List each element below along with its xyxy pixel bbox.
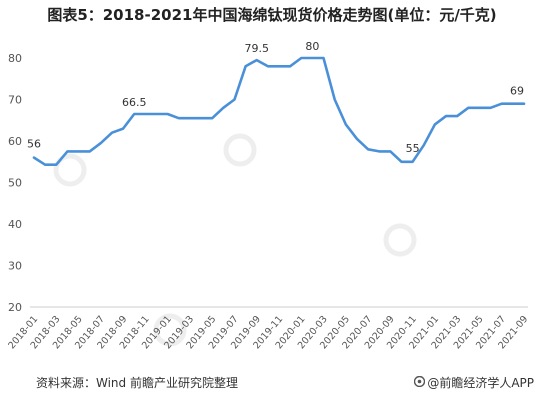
data-point [356, 138, 358, 140]
data-point [111, 132, 113, 134]
data-point [189, 117, 191, 119]
watermark-logo-icon [53, 153, 87, 187]
data-label: 69 [510, 85, 524, 98]
chart-title: 图表5：2018-2021年中国海绵钛现货价格走势图(单位：元/千克) [47, 6, 497, 24]
data-point [166, 113, 168, 115]
y-tick-label: 70 [8, 94, 22, 107]
y-tick-label: 50 [8, 177, 22, 190]
data-point [378, 150, 380, 152]
y-tick-label: 30 [8, 260, 22, 273]
data-point [88, 150, 90, 152]
data-point [478, 107, 480, 109]
data-point [55, 163, 57, 165]
data-point [278, 65, 280, 67]
data-point [400, 161, 402, 163]
data-point [100, 142, 102, 144]
data-point [411, 161, 413, 163]
data-point [434, 123, 436, 125]
data-point [133, 113, 135, 115]
watermark-logo-icon [153, 313, 187, 347]
brand-logo-icon [414, 375, 426, 390]
data-point [489, 107, 491, 109]
data-label: 66.5 [122, 96, 147, 109]
brand-label: @前瞻经济学人APP [414, 374, 534, 391]
price-series-line [32, 56, 526, 166]
data-point [256, 59, 258, 61]
data-point [300, 57, 302, 59]
data-point [77, 150, 79, 152]
data-point [289, 65, 291, 67]
data-point [122, 127, 124, 129]
data-point [144, 113, 146, 115]
watermark-logo-icon [223, 133, 257, 167]
data-point [244, 65, 246, 67]
data-point [501, 102, 503, 104]
data-label: 56 [27, 138, 41, 151]
line-chart: 203040506070802018-012018-032018-052018-… [6, 40, 530, 351]
data-point [523, 102, 525, 104]
data-point [211, 117, 213, 119]
data-point [44, 163, 46, 165]
data-point [423, 144, 425, 146]
data-label: 55 [406, 142, 420, 155]
data-point [200, 117, 202, 119]
y-tick-label: 80 [8, 52, 22, 65]
source-note: 资料来源：Wind 前瞻产业研究院整理 [36, 376, 238, 390]
data-point [33, 156, 35, 158]
y-tick-label: 60 [8, 135, 22, 148]
data-point [512, 102, 514, 104]
data-point [222, 107, 224, 109]
data-point [467, 107, 469, 109]
y-tick-label: 20 [8, 301, 22, 314]
data-point [267, 65, 269, 67]
data-point [367, 148, 369, 150]
data-point [311, 57, 313, 59]
y-tick-label: 40 [8, 218, 22, 231]
data-point [233, 98, 235, 100]
data-point [445, 115, 447, 117]
data-point [389, 150, 391, 152]
data-point [345, 123, 347, 125]
data-point [155, 113, 157, 115]
data-point [322, 57, 324, 59]
data-point [333, 98, 335, 100]
watermark-logo-icon [383, 223, 417, 257]
brand-text: @前瞻经济学人APP [427, 376, 534, 390]
data-label: 80 [305, 40, 319, 53]
data-label: 79.5 [244, 42, 269, 55]
data-point [66, 150, 68, 152]
data-point [178, 117, 180, 119]
data-point [456, 115, 458, 117]
